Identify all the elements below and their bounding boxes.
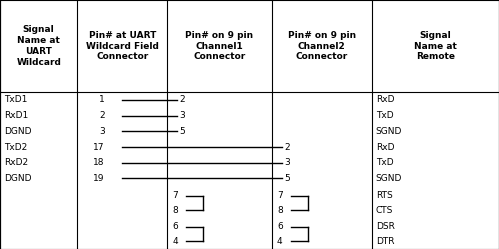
Text: Signal
Name at
Remote: Signal Name at Remote xyxy=(414,31,457,61)
Text: RTS: RTS xyxy=(376,191,393,200)
Text: SGND: SGND xyxy=(376,127,402,136)
Text: RxD2: RxD2 xyxy=(4,158,28,167)
Text: 8: 8 xyxy=(277,206,283,215)
Text: DTR: DTR xyxy=(376,237,394,246)
Text: RxD1: RxD1 xyxy=(4,111,28,120)
Text: 3: 3 xyxy=(284,158,290,167)
Text: 4: 4 xyxy=(172,237,178,246)
Text: 2: 2 xyxy=(99,111,105,120)
Text: 7: 7 xyxy=(172,191,178,200)
Text: SGND: SGND xyxy=(376,174,402,183)
Text: 4: 4 xyxy=(277,237,282,246)
Text: 19: 19 xyxy=(93,174,105,183)
Text: 3: 3 xyxy=(180,111,186,120)
Text: DSR: DSR xyxy=(376,222,395,231)
Text: Pin# on 9 pin
Channel2
Connector: Pin# on 9 pin Channel2 Connector xyxy=(288,31,356,61)
Text: TxD: TxD xyxy=(376,158,393,167)
Text: RxD: RxD xyxy=(376,95,394,105)
Text: 2: 2 xyxy=(284,142,290,152)
Text: RxD: RxD xyxy=(376,142,394,152)
Text: DGND: DGND xyxy=(4,174,31,183)
Text: 6: 6 xyxy=(172,222,178,231)
Text: 5: 5 xyxy=(284,174,290,183)
Text: 3: 3 xyxy=(99,127,105,136)
Text: Signal
Name at
UART
Wildcard: Signal Name at UART Wildcard xyxy=(16,25,61,67)
Text: 7: 7 xyxy=(277,191,283,200)
Text: Pin# at UART
Wildcard Field
Connector: Pin# at UART Wildcard Field Connector xyxy=(86,31,159,61)
Text: TxD2: TxD2 xyxy=(4,142,27,152)
Text: 6: 6 xyxy=(277,222,283,231)
Text: DGND: DGND xyxy=(4,127,31,136)
Text: Pin# on 9 pin
Channel1
Connector: Pin# on 9 pin Channel1 Connector xyxy=(186,31,253,61)
Text: 17: 17 xyxy=(93,142,105,152)
Text: 1: 1 xyxy=(99,95,105,105)
Text: 18: 18 xyxy=(93,158,105,167)
Text: 8: 8 xyxy=(172,206,178,215)
Text: TxD1: TxD1 xyxy=(4,95,27,105)
Text: 5: 5 xyxy=(180,127,186,136)
Text: CTS: CTS xyxy=(376,206,393,215)
Text: 2: 2 xyxy=(180,95,185,105)
Text: TxD: TxD xyxy=(376,111,393,120)
